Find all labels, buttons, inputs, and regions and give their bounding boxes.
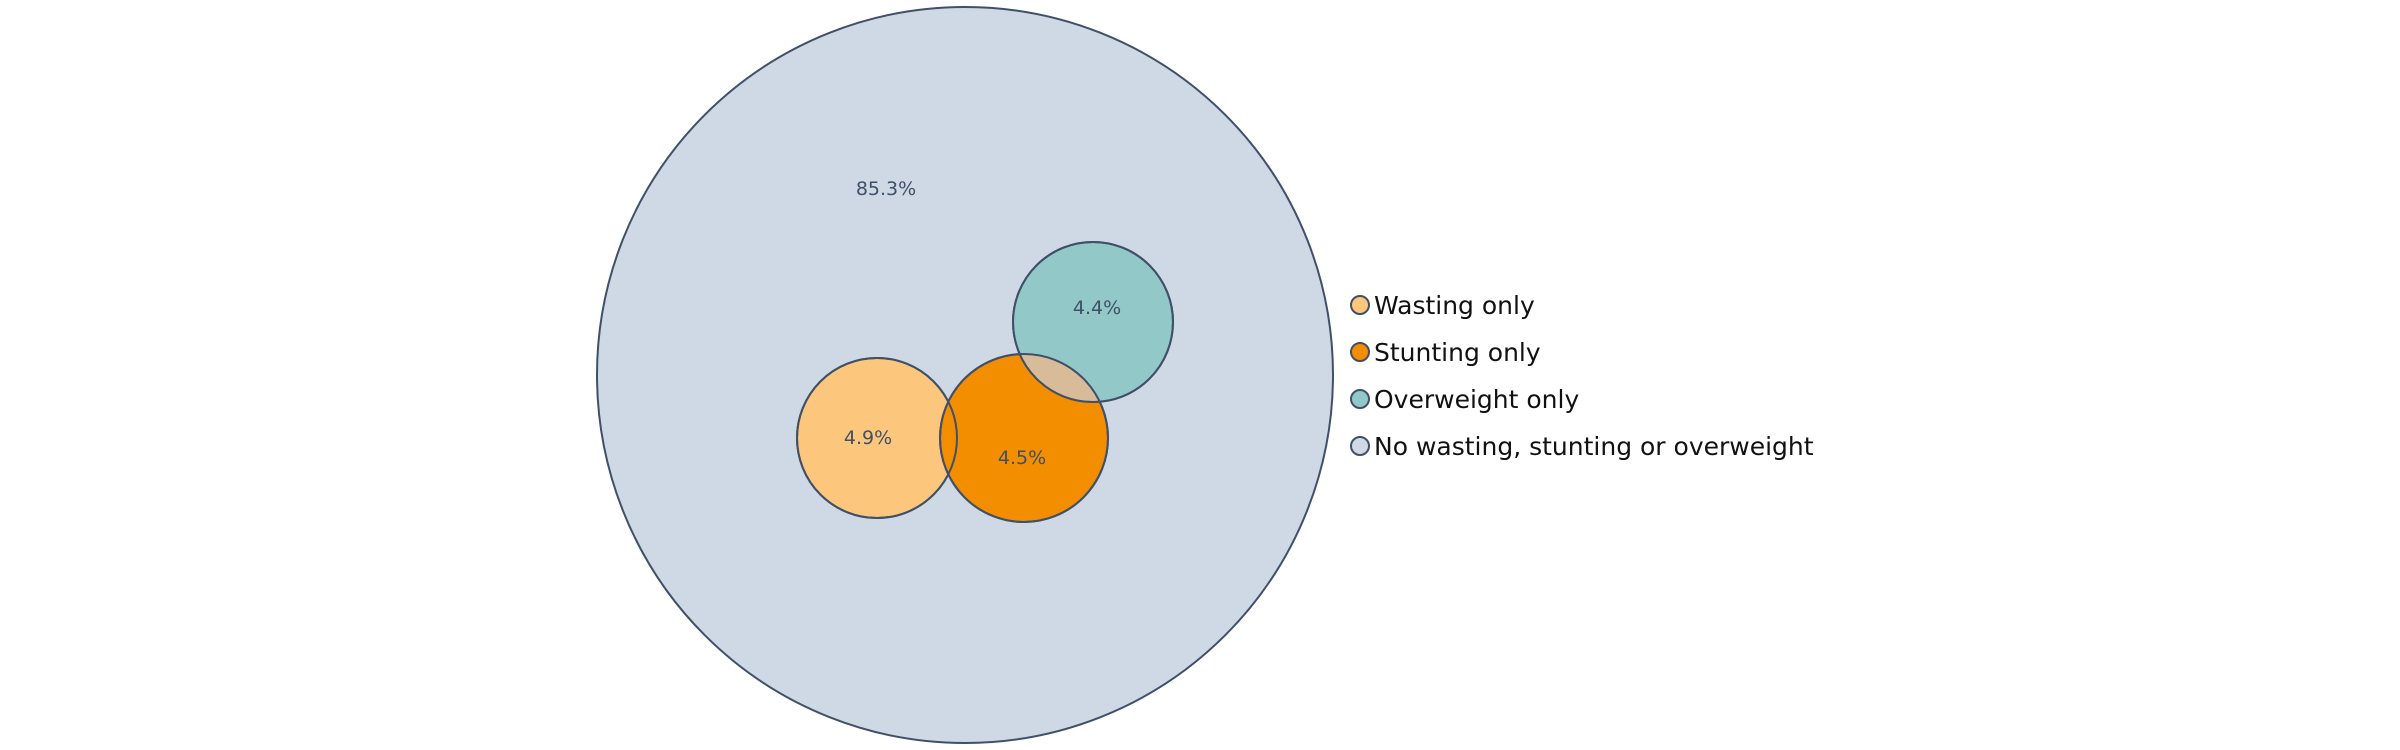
legend-label-wasting: Wasting only <box>1374 291 1535 320</box>
stunting-outline <box>939 353 1109 523</box>
legend-marker-wasting <box>1350 295 1370 315</box>
legend-item-none: No wasting, stunting or overweight <box>1350 432 1814 461</box>
wasting-outline <box>796 357 958 519</box>
stunting-overweight-overlap <box>1013 354 1108 402</box>
none-circle <box>596 6 1334 744</box>
circle-outlines <box>796 241 1174 523</box>
none-value-label: 85.3% <box>856 178 916 200</box>
legend: Wasting only Stunting only Overweight on… <box>1350 291 1814 461</box>
stunting-value-label: 4.5% <box>998 447 1046 469</box>
legend-label-stunting: Stunting only <box>1374 338 1541 367</box>
legend-item-stunting: Stunting only <box>1350 338 1541 367</box>
legend-marker-none <box>1350 436 1370 456</box>
wasting-value-label: 4.9% <box>844 427 892 449</box>
legend-marker-overweight <box>1350 389 1370 409</box>
overweight-value-label: 4.4% <box>1073 297 1121 319</box>
legend-label-overweight: Overweight only <box>1374 385 1579 414</box>
legend-item-overweight: Overweight only <box>1350 385 1579 414</box>
overweight-outline <box>1012 241 1174 403</box>
legend-marker-stunting <box>1350 342 1370 362</box>
legend-label-none: No wasting, stunting or overweight <box>1374 432 1814 461</box>
legend-item-wasting: Wasting only <box>1350 291 1535 320</box>
